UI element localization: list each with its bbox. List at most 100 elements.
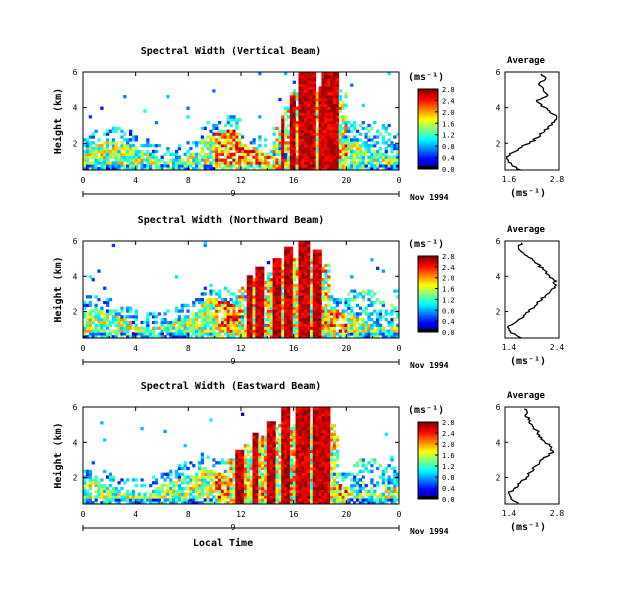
heat-cell <box>324 495 328 499</box>
heat-cell <box>327 152 331 156</box>
heat-cell <box>146 318 150 322</box>
heat-cell <box>324 109 328 113</box>
heat-cell <box>298 412 302 416</box>
heat-cell <box>344 161 348 165</box>
heat-cell <box>160 158 164 162</box>
heat-cell <box>370 144 374 148</box>
heat-cell <box>364 323 368 327</box>
heat-cell <box>312 309 317 313</box>
heat-cell <box>172 332 176 336</box>
heat-cell <box>309 326 314 330</box>
heat-cell <box>226 320 230 325</box>
heat-cell <box>347 155 351 159</box>
heat-cell <box>278 329 282 333</box>
heat-cell <box>120 486 124 491</box>
heat-cell <box>330 498 334 502</box>
heat-cell <box>281 280 285 285</box>
heat-cell <box>269 501 273 505</box>
heat-cell <box>143 501 147 505</box>
heat-cell <box>94 306 98 310</box>
heat-cell <box>338 109 342 113</box>
heat-cell <box>315 144 319 148</box>
heat-cell <box>85 501 90 505</box>
heat-cell <box>318 158 322 162</box>
heat-cell <box>281 424 285 428</box>
heat-cell <box>123 492 127 496</box>
heat-cell <box>344 121 348 125</box>
heat-cell <box>307 318 311 322</box>
heat-cell <box>111 492 115 496</box>
average-y-tick-label: 4 <box>496 272 501 281</box>
heat-cell <box>330 135 334 139</box>
heat-cell <box>154 481 159 485</box>
heat-cell <box>307 435 311 439</box>
heat-cell <box>151 144 156 148</box>
heat-cell <box>330 469 334 474</box>
heat-cell <box>304 300 308 305</box>
heat-cell <box>269 421 273 425</box>
heat-cell <box>183 461 187 465</box>
heat-cell <box>338 95 342 99</box>
heat-cell <box>255 320 259 325</box>
heat-cell <box>114 498 118 502</box>
heat-cell <box>281 278 285 282</box>
heat-cell <box>364 144 368 148</box>
heat-cell <box>203 306 207 310</box>
heat-cell <box>353 138 357 142</box>
heat-cell <box>353 164 357 168</box>
heat-cell <box>269 435 273 439</box>
heat-cell <box>88 144 93 148</box>
panel-title: Spectral Width (Vertical Beam) <box>141 45 322 57</box>
heat-cell <box>255 318 259 322</box>
heat-cell <box>332 472 337 476</box>
heat-cell <box>186 466 190 471</box>
colorbar-segment <box>418 257 438 261</box>
heat-cell <box>324 97 328 102</box>
heat-cell <box>275 149 279 154</box>
heat-cell <box>284 118 288 122</box>
heat-cell <box>304 89 308 93</box>
heat-cell <box>301 161 305 165</box>
heat-cell <box>103 152 107 156</box>
heat-cell <box>212 141 216 145</box>
heat-cell <box>261 484 265 488</box>
heat-cell <box>143 335 147 339</box>
heat-cell <box>166 149 170 154</box>
heat-cell <box>286 484 291 488</box>
heat-cell <box>301 486 305 491</box>
heat-cell <box>249 286 253 290</box>
heat-cell <box>114 155 118 159</box>
heat-cell <box>235 495 239 499</box>
heat-cell <box>238 309 242 313</box>
heat-cell <box>284 332 288 336</box>
heat-cell <box>114 144 118 148</box>
heat-cell <box>232 146 236 151</box>
heat-cell <box>209 298 213 302</box>
heat-cell <box>151 335 156 339</box>
heat-cell <box>370 318 374 322</box>
heat-cell <box>284 472 288 476</box>
heat-cell <box>289 109 294 113</box>
heat-cell <box>332 481 337 485</box>
heat-cell <box>307 286 311 290</box>
heat-cell <box>321 83 325 87</box>
heat-cell <box>307 258 311 262</box>
heat-cell <box>195 498 199 502</box>
heat-cell <box>304 167 308 171</box>
heat-cell <box>312 89 317 93</box>
heat-cell <box>281 132 285 136</box>
heat-cell <box>215 155 219 159</box>
heat-cell <box>134 315 138 319</box>
heat-cell <box>327 432 331 436</box>
heat-cell <box>321 155 325 159</box>
heat-cell <box>105 320 110 325</box>
heat-cell <box>304 272 308 276</box>
colorbar-segment <box>418 123 438 126</box>
heat-cell <box>304 435 308 439</box>
heat-cell <box>269 286 273 290</box>
heat-cell <box>272 444 276 448</box>
average-x-tick-label: 1.4 <box>502 343 517 352</box>
heat-cell <box>381 495 386 499</box>
heat-cell <box>315 158 319 162</box>
heat-cell <box>226 149 230 154</box>
